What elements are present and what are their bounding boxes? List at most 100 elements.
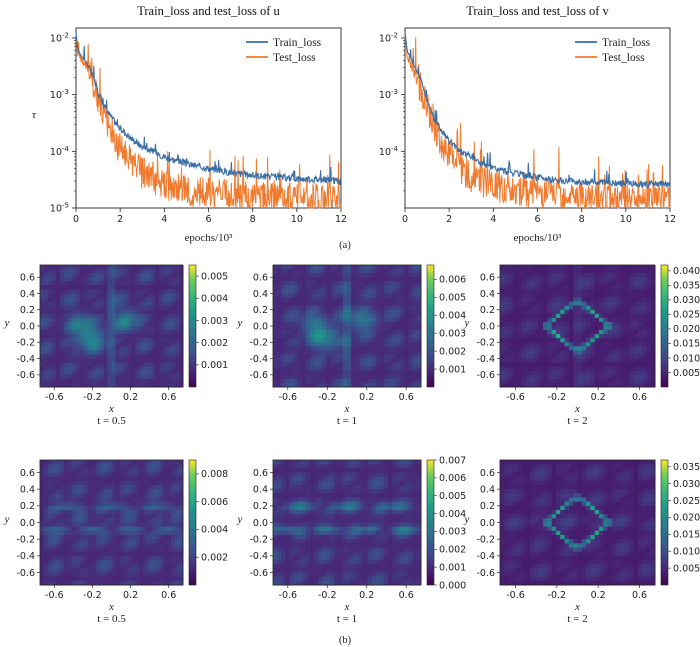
heatmap-cell (47, 460, 53, 465)
heatmap-cell (75, 551, 81, 557)
heatmap-cell (155, 277, 160, 282)
heatmap-cell (285, 505, 290, 511)
heatmap-cell (400, 273, 405, 278)
heatmap-cell (330, 265, 336, 270)
heatmap-cell (637, 366, 643, 372)
heatmap-cell (43, 489, 49, 494)
heatmap-cell (285, 485, 290, 490)
heatmap-cell (301, 317, 307, 323)
heatmap-cell (334, 480, 340, 486)
heatmap-cell (51, 510, 57, 515)
heatmap-cell (281, 354, 286, 359)
heatmap-cell (43, 493, 49, 498)
heatmap-cell (95, 321, 100, 327)
heatmap-cell (43, 568, 49, 573)
heatmap-cell (43, 576, 49, 582)
heatmap-cell (603, 277, 609, 282)
heatmap-cell (135, 476, 140, 482)
heatmap-cell (547, 326, 553, 331)
heatmap-cell (392, 305, 397, 311)
heatmap-cell (586, 358, 591, 363)
heatmap-cell (107, 366, 112, 372)
heatmap-cell (75, 489, 81, 494)
heatmap-cell (581, 281, 587, 286)
heatmap-cell (363, 265, 368, 270)
heatmap-cell (107, 273, 112, 278)
heatmap-cell (281, 497, 286, 503)
heatmap-cell (119, 269, 124, 274)
heatmap-cell (273, 277, 278, 282)
heatmap-cell (175, 464, 180, 469)
heatmap-cell (179, 522, 184, 528)
heatmap-cell (416, 289, 422, 294)
heatmap-cell (277, 476, 282, 482)
heatmap-cell (525, 321, 531, 327)
heatmap-cell (633, 317, 639, 323)
heatmap-cell (375, 321, 381, 327)
heatmap-cell (171, 510, 176, 515)
heatmap-cell (534, 305, 540, 311)
heatmap-cell (51, 480, 57, 486)
heatmap-cell (159, 358, 164, 363)
heatmap-cell (568, 362, 574, 368)
heatmap-cell (155, 530, 160, 536)
heatmap-cell (127, 535, 132, 540)
heatmap-cell (281, 326, 286, 331)
heatmap-cell (79, 293, 85, 298)
heatmap-cell (281, 485, 286, 490)
heatmap-cell (55, 493, 61, 498)
heatmap-cell (322, 374, 327, 380)
heatmap-cell (551, 301, 557, 307)
heatmap-cell (151, 564, 156, 569)
heatmap-cell (83, 293, 89, 298)
heatmap-cell (404, 501, 410, 507)
heatmap-cell (416, 305, 422, 311)
heatmap-cell (330, 289, 336, 294)
heatmap-cell (67, 526, 73, 532)
heatmap-cell (40, 301, 45, 307)
heatmap-cell (624, 285, 630, 290)
heatmap-cell (603, 366, 609, 372)
heatmap-cell (616, 358, 621, 363)
heatmap-cell (99, 326, 104, 331)
heatmap-panel-4: -0.6 -0.2 0.2 0.60.60.40.20.0-0.2-0.4-0.6xy… (4, 459, 228, 625)
heatmap-cell (342, 485, 348, 490)
heatmap-cell (71, 489, 77, 494)
heatmap-cell (568, 342, 574, 347)
heatmap-cell (301, 265, 307, 270)
heatmap-cell (650, 273, 656, 278)
heatmap-cell (175, 277, 180, 282)
heatmap-cell (404, 378, 410, 384)
heatmap-cell (143, 362, 148, 368)
heatmap-cell (301, 464, 307, 469)
heatmap-cell (285, 497, 290, 503)
heatmap-cell (633, 334, 639, 339)
heatmap-cell (642, 358, 647, 363)
heatmap-cell (568, 374, 574, 380)
heatmap-cell (285, 350, 290, 355)
heatmap-cell (293, 326, 299, 331)
heatmap-cell (412, 301, 418, 307)
heatmap-cell (55, 543, 61, 548)
heatmap-cell (67, 293, 73, 298)
heatmap-cell (43, 342, 49, 347)
heatmap-cell (551, 281, 557, 286)
heatmap-cell (314, 378, 319, 384)
y-tick-label: -0.6 (16, 568, 35, 579)
heatmap-cell (293, 505, 299, 511)
heatmap-cell (334, 317, 340, 323)
heatmap-cell (363, 297, 368, 302)
heatmap-cell (155, 551, 160, 557)
heatmap-cell (388, 378, 393, 384)
heatmap-cell (326, 480, 331, 486)
colorbar-tick-label: 0.004 (439, 311, 466, 322)
heatmap-cell (342, 338, 348, 343)
heatmap-cell (281, 281, 286, 286)
heatmap-cell (47, 489, 53, 494)
heatmap-cell (151, 362, 156, 368)
heatmap-cell (318, 493, 323, 498)
heatmap-cell (40, 281, 45, 286)
heatmap-cell (310, 297, 315, 302)
heatmap-cell (310, 338, 315, 343)
heatmap-cell (75, 350, 81, 355)
